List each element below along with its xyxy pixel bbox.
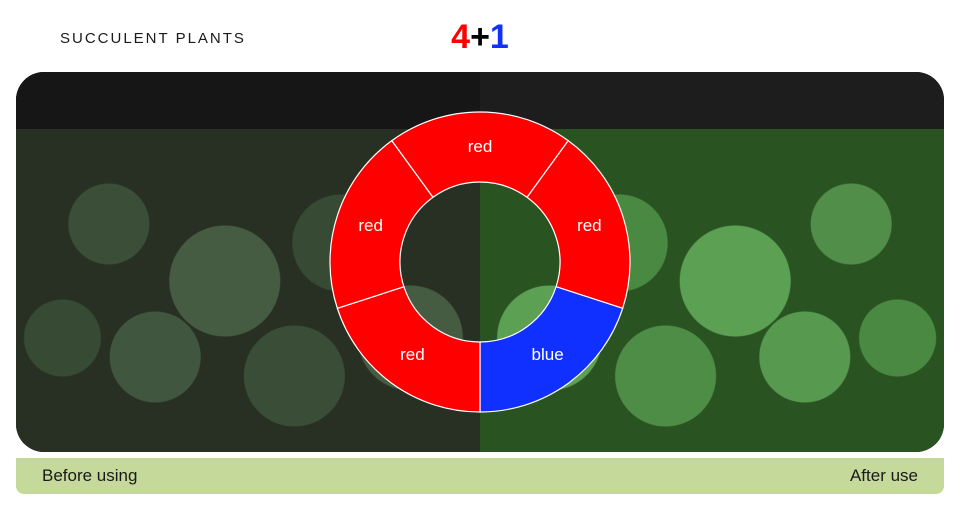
donut-slice-label: red xyxy=(358,216,383,236)
caption-before: Before using xyxy=(16,458,480,494)
ratio-right: 1 xyxy=(490,18,509,56)
donut-slice-label: red xyxy=(577,216,602,236)
donut-slice-label: red xyxy=(468,137,493,157)
caption-after: After use xyxy=(480,458,944,494)
comparison-image-panel: red blue red red red xyxy=(16,72,944,452)
led-ratio-donut-chart: red blue red red red xyxy=(315,97,645,427)
donut-slice-label: red xyxy=(400,345,425,365)
donut-slice-label: blue xyxy=(532,345,564,365)
caption-bar: Before using After use xyxy=(16,458,944,494)
ratio-left: 4 xyxy=(451,18,470,56)
ratio-plus: + xyxy=(470,18,490,56)
ratio-heading: 4+1 xyxy=(0,18,960,57)
